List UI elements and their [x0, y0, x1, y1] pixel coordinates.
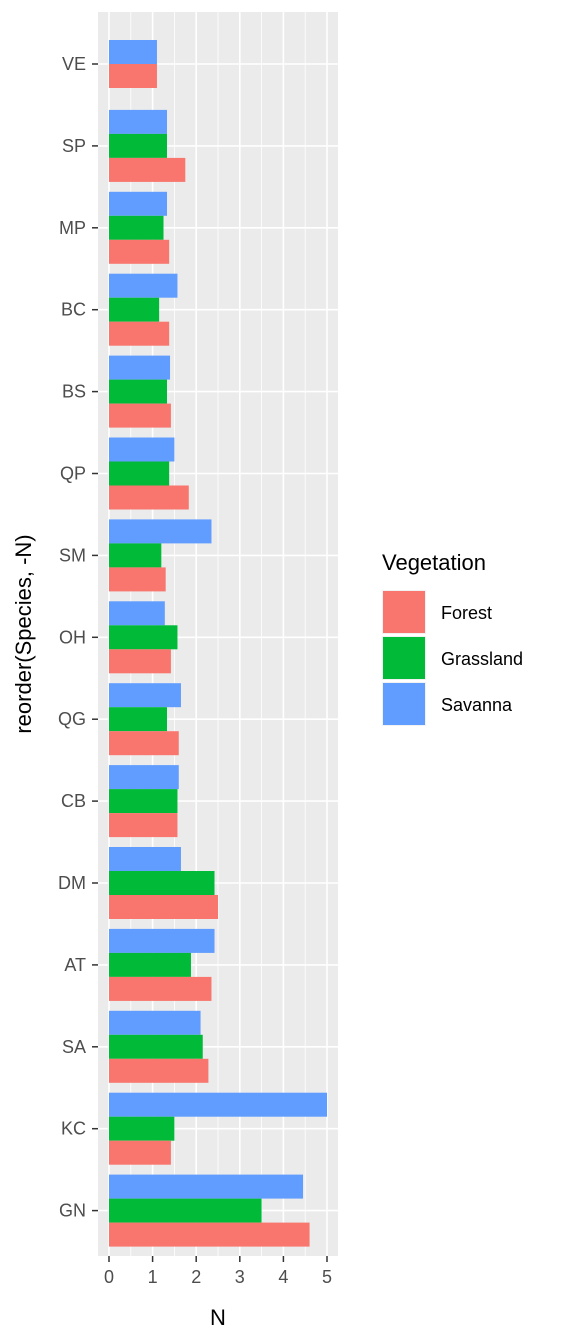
bar-bc-grassland — [109, 297, 160, 322]
y-tick-label: VE — [62, 54, 86, 74]
y-tick-label: OH — [59, 627, 86, 647]
y-tick-label: SM — [59, 545, 86, 565]
bar-dm-forest — [109, 895, 218, 919]
bar-sp-savanna — [109, 109, 167, 134]
bar-bc-forest — [109, 321, 170, 346]
bar-mp-savanna — [109, 191, 167, 216]
y-tick-label: SA — [62, 1037, 86, 1057]
bar-oh-forest — [109, 649, 171, 674]
bar-bs-grassland — [109, 379, 167, 404]
legend-label-grassland: Grassland — [441, 649, 523, 669]
y-tick-label: CB — [61, 791, 86, 811]
bar-cb-forest — [109, 813, 178, 838]
x-tick-label: 1 — [148, 1267, 158, 1287]
legend-title: Vegetation — [382, 550, 486, 575]
bar-bc-savanna — [109, 273, 178, 298]
bar-sa-forest — [109, 1058, 209, 1083]
bar-at-savanna — [109, 928, 215, 953]
y-tick-label: MP — [59, 218, 86, 238]
bar-qp-grassland — [109, 461, 170, 486]
y-tick-label: QG — [58, 709, 86, 729]
legend: Vegetation Forest Grassland Savanna — [382, 550, 523, 726]
bar-cb-grassland — [109, 789, 178, 814]
bar-sm-forest — [109, 567, 166, 592]
y-tick-label: AT — [64, 955, 86, 975]
legend-key-grassland — [383, 637, 425, 679]
bar-at-forest — [109, 976, 212, 1001]
bar-oh-grassland — [109, 625, 178, 650]
bar-qg-savanna — [109, 683, 181, 708]
bar-ve-forest — [109, 64, 157, 88]
legend-label-savanna: Savanna — [441, 695, 513, 715]
y-tick-label: GN — [59, 1201, 86, 1221]
bar-bs-savanna — [109, 355, 171, 380]
bar-dm-savanna — [109, 847, 181, 871]
x-axis-ticks: 0 1 2 3 4 5 — [104, 1256, 332, 1287]
y-tick-label: KC — [61, 1119, 86, 1139]
legend-key-forest — [383, 591, 425, 633]
bar-bs-forest — [109, 403, 171, 428]
y-tick-label: DM — [58, 873, 86, 893]
bars — [109, 40, 327, 1247]
bar-gn-forest — [109, 1222, 310, 1247]
bar-cb-savanna — [109, 765, 179, 790]
legend-key-savanna — [383, 683, 425, 725]
bar-sm-savanna — [109, 519, 212, 544]
bar-kc-grassland — [109, 1116, 175, 1141]
legend-label-forest: Forest — [441, 603, 492, 623]
y-tick-label: QP — [60, 464, 86, 484]
bar-sp-forest — [109, 157, 186, 182]
bar-mp-grassland — [109, 215, 164, 240]
y-tick-label: BS — [62, 382, 86, 402]
bar-sm-grassland — [109, 543, 162, 568]
x-tick-label: 4 — [278, 1267, 288, 1287]
bar-gn-grassland — [109, 1198, 262, 1223]
y-axis-title: reorder(Species, -N) — [11, 534, 36, 733]
y-tick-label: SP — [62, 136, 86, 156]
bar-kc-savanna — [109, 1092, 327, 1117]
bar-qg-grassland — [109, 707, 167, 732]
bar-dm-grassland — [109, 871, 215, 895]
bar-qp-savanna — [109, 437, 175, 462]
bar-sp-grassland — [109, 133, 167, 158]
bar-qg-forest — [109, 731, 179, 756]
bar-at-grassland — [109, 952, 191, 977]
x-tick-label: 0 — [104, 1267, 114, 1287]
x-axis-title: N — [210, 1305, 226, 1330]
bar-ve-savanna — [109, 40, 157, 64]
bar-sa-grassland — [109, 1034, 203, 1059]
bar-gn-savanna — [109, 1174, 304, 1199]
bar-mp-forest — [109, 239, 170, 264]
bar-oh-savanna — [109, 601, 165, 626]
y-tick-label: BC — [61, 300, 86, 320]
y-axis-ticks: VE SP MP BC BS QP SM OH QG CB DM AT SA KC GN — [58, 54, 98, 1221]
x-tick-label: 5 — [322, 1267, 332, 1287]
bar-kc-forest — [109, 1140, 171, 1165]
bar-sa-savanna — [109, 1010, 201, 1035]
x-tick-label: 3 — [235, 1267, 245, 1287]
x-tick-label: 2 — [191, 1267, 201, 1287]
bar-qp-forest — [109, 485, 189, 510]
